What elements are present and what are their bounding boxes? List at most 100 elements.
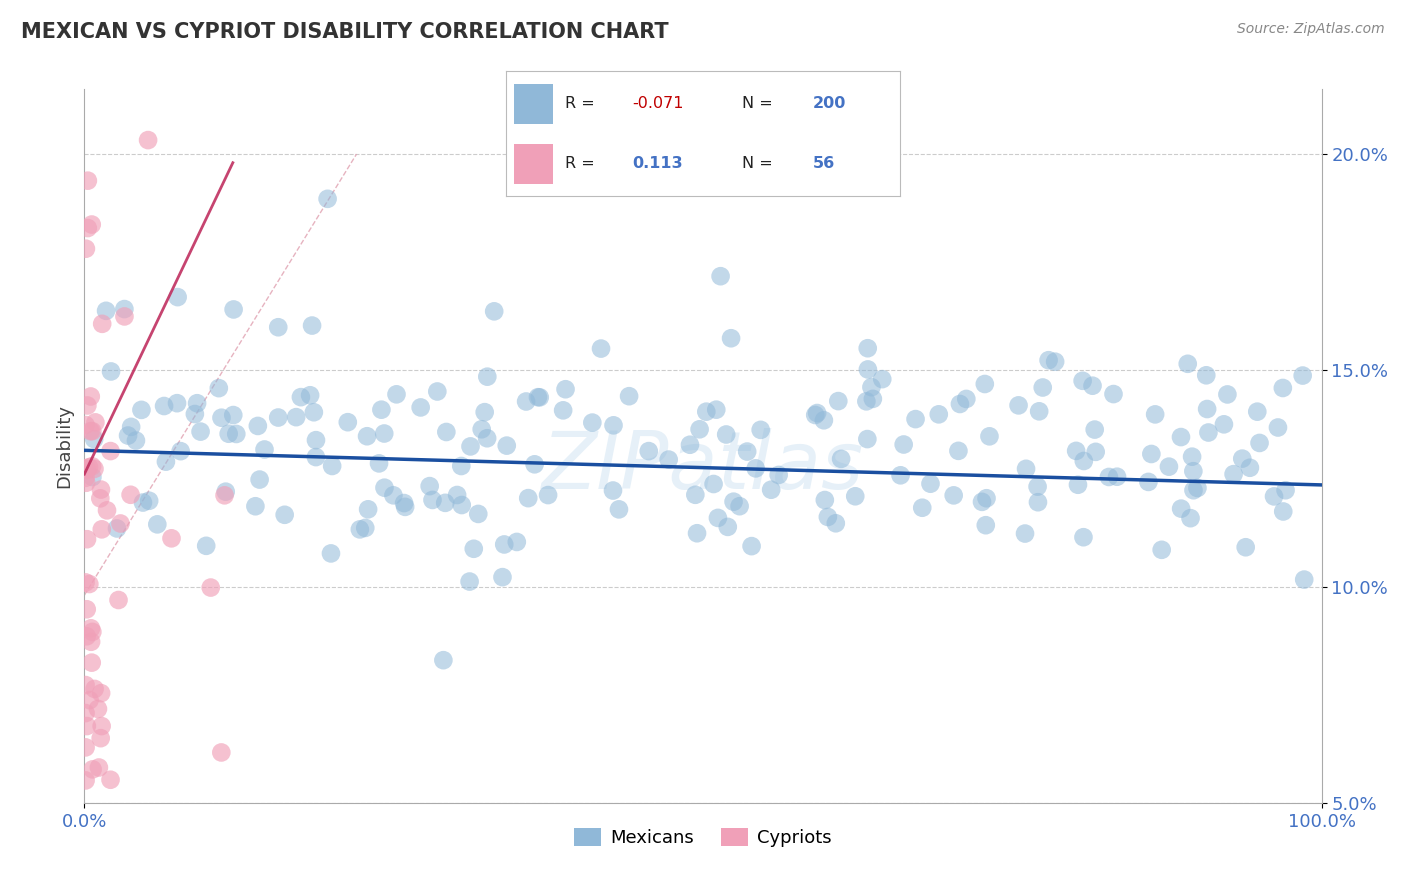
- Point: [471, 422, 494, 436]
- Text: N =: N =: [742, 96, 773, 112]
- Point: [87, 702, 110, 716]
- Point: [970, 495, 993, 509]
- Point: [186, 396, 208, 410]
- Point: [357, 502, 380, 516]
- Point: [267, 320, 290, 334]
- Point: [107, 593, 129, 607]
- Point: [105, 521, 128, 535]
- Point: [1071, 374, 1094, 388]
- Point: [75, 706, 97, 720]
- Point: [100, 444, 122, 458]
- Point: [856, 341, 879, 355]
- Point: [75, 678, 97, 692]
- Point: [554, 382, 576, 396]
- Point: [537, 488, 560, 502]
- Point: [96, 503, 118, 517]
- Point: [160, 532, 183, 546]
- Point: [76, 463, 98, 477]
- Point: [827, 394, 849, 409]
- Point: [100, 364, 122, 378]
- Point: [100, 772, 122, 787]
- Point: [316, 192, 339, 206]
- Point: [1234, 541, 1257, 555]
- Point: [1267, 420, 1289, 434]
- Point: [1007, 398, 1029, 412]
- Point: [90, 719, 112, 733]
- Point: [76, 602, 98, 616]
- Point: [1263, 489, 1285, 503]
- Point: [153, 399, 176, 413]
- Point: [273, 508, 295, 522]
- Point: [928, 408, 950, 422]
- Point: [475, 431, 498, 445]
- Point: [467, 507, 489, 521]
- Point: [1222, 467, 1244, 482]
- Point: [434, 496, 457, 510]
- Point: [90, 483, 112, 497]
- Point: [75, 461, 97, 475]
- Point: [76, 629, 98, 643]
- Y-axis label: Disability: Disability: [55, 404, 73, 488]
- Point: [83, 462, 105, 476]
- Point: [301, 318, 323, 333]
- Point: [529, 390, 551, 404]
- Point: [948, 443, 970, 458]
- Point: [920, 476, 942, 491]
- Point: [90, 686, 112, 700]
- Point: [321, 458, 343, 473]
- Point: [83, 681, 105, 696]
- Point: [658, 452, 681, 467]
- Point: [685, 488, 707, 502]
- Text: R =: R =: [565, 96, 595, 112]
- Point: [80, 634, 103, 648]
- Point: [814, 493, 837, 508]
- Point: [120, 420, 142, 434]
- Point: [893, 437, 915, 451]
- Point: [1038, 353, 1060, 368]
- Point: [830, 451, 852, 466]
- Point: [911, 500, 934, 515]
- Point: [82, 763, 104, 777]
- Point: [720, 331, 742, 345]
- Point: [890, 468, 912, 483]
- Point: [1084, 445, 1107, 459]
- Point: [211, 410, 233, 425]
- Point: [132, 495, 155, 509]
- Point: [741, 539, 763, 553]
- Point: [482, 304, 505, 318]
- Point: [1170, 501, 1192, 516]
- Point: [79, 693, 101, 707]
- Point: [422, 492, 444, 507]
- Point: [354, 521, 377, 535]
- Point: [607, 502, 630, 516]
- Point: [679, 438, 702, 452]
- Point: [955, 392, 977, 406]
- Point: [602, 483, 624, 498]
- Point: [356, 429, 378, 443]
- Point: [704, 402, 727, 417]
- Point: [75, 575, 97, 590]
- Point: [506, 535, 529, 549]
- Point: [1180, 511, 1202, 525]
- Point: [804, 408, 827, 422]
- Point: [589, 342, 612, 356]
- FancyBboxPatch shape: [515, 84, 554, 124]
- Text: 56: 56: [813, 156, 835, 171]
- Text: MEXICAN VS CYPRIOT DISABILITY CORRELATION CHART: MEXICAN VS CYPRIOT DISABILITY CORRELATIO…: [21, 22, 669, 42]
- Point: [1170, 430, 1192, 444]
- Point: [1084, 423, 1107, 437]
- Point: [209, 746, 232, 760]
- Point: [1181, 450, 1204, 464]
- Point: [723, 494, 745, 508]
- Point: [120, 488, 142, 502]
- Point: [1081, 378, 1104, 392]
- Point: [446, 488, 468, 502]
- Point: [844, 489, 866, 503]
- Point: [1274, 483, 1296, 498]
- Point: [166, 290, 188, 304]
- Point: [190, 425, 212, 439]
- Point: [1064, 443, 1087, 458]
- Point: [581, 416, 603, 430]
- Text: 200: 200: [813, 96, 846, 112]
- Point: [94, 303, 117, 318]
